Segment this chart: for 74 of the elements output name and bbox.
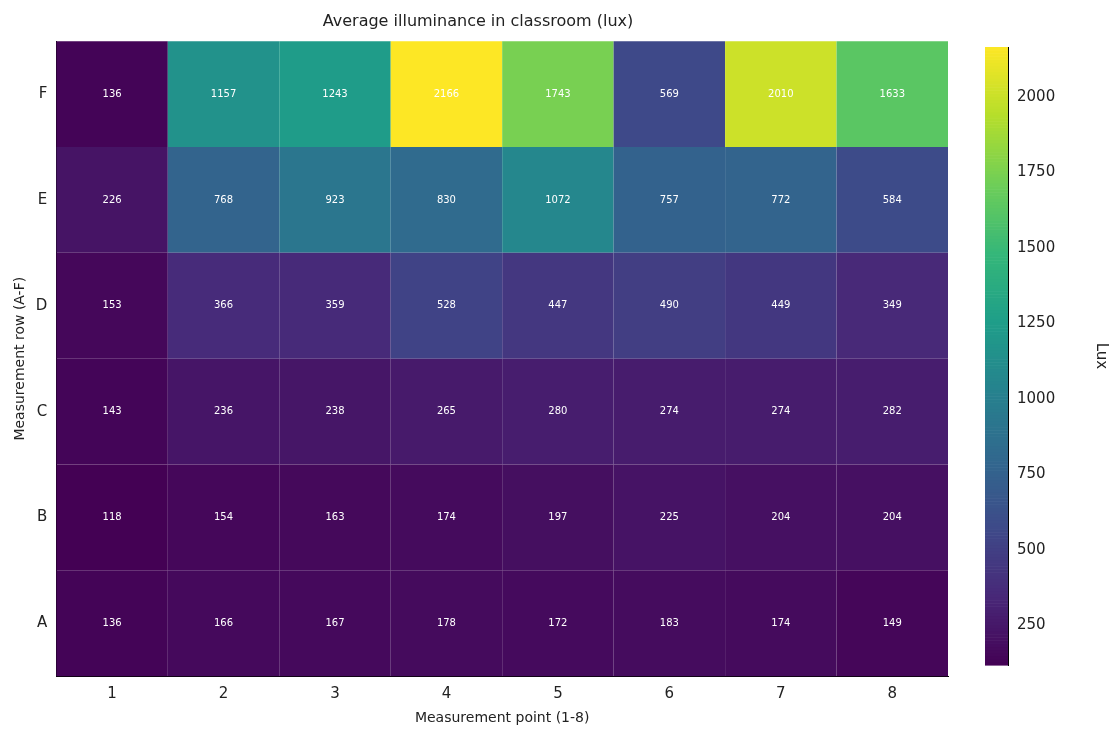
data-label: 178 [436,616,456,628]
data-label: 226 [102,193,122,205]
data-label: 830 [436,193,456,205]
color-bar-label: 2000 [1017,86,1056,105]
x-tick-label: 4 [441,684,452,703]
data-label: 359 [325,299,345,311]
data-label: 282 [882,405,902,417]
data-label: 1072 [545,193,571,205]
data-label: 136 [102,616,122,628]
color-bar-label: 1000 [1017,388,1056,407]
color-bar-label: 1500 [1017,237,1056,256]
data-label: 1157 [210,87,237,99]
data-label: 183 [659,616,679,628]
y-tick-label: D [35,295,48,314]
data-label: 153 [102,299,122,311]
data-label: 154 [213,511,234,523]
data-label: 166 [213,616,234,628]
x-tick-label: 6 [664,684,675,703]
x-tick-label: 1 [107,684,117,703]
y-tick-label: B [37,507,48,526]
data-label: 136 [102,87,122,99]
x-tick-label: 8 [887,684,898,703]
color-bar-title: Lux [1093,342,1112,370]
y-tick-label: F [38,84,48,103]
data-label: 238 [325,405,345,417]
data-label: 280 [548,405,568,417]
data-label: 1633 [879,87,905,99]
data-label: 197 [548,511,568,523]
data-label: 274 [771,405,791,417]
data-label: 163 [325,511,345,523]
data-label: 923 [325,193,345,205]
data-label: 265 [436,405,456,417]
data-label: 118 [102,511,122,523]
data-label: 174 [771,616,791,628]
color-bar-label: 1250 [1017,313,1056,332]
y-tick-label: C [36,401,48,420]
data-label: 449 [771,299,791,311]
color-bar-label: 250 [1017,615,1046,634]
y-tick-label: E [37,189,48,208]
data-label: 2010 [768,87,794,99]
data-label: 768 [213,193,234,205]
data-label: 143 [102,405,122,417]
data-label: 1243 [322,87,348,99]
data-label: 167 [325,616,345,628]
color-bar-label: 1750 [1017,162,1056,181]
data-label: 174 [436,511,456,523]
x-tick-label: 5 [553,684,563,703]
x-tick-label: 7 [776,684,786,703]
data-label: 1743 [545,87,571,99]
data-label: 349 [882,299,902,311]
data-label: 225 [659,511,679,523]
y-tick-label: A [37,613,49,632]
data-label: 757 [659,193,679,205]
data-label: 2166 [433,87,460,99]
x-tick-label: 3 [330,684,340,703]
data-label: 772 [771,193,791,205]
color-bar-label: 750 [1017,464,1046,483]
data-label: 149 [882,616,902,628]
y-axis-title: Measurement row (A-F) [11,276,28,441]
data-label: 274 [659,405,679,417]
data-label: 366 [213,299,234,311]
data-label: 447 [548,299,568,311]
color-bar-label: 500 [1017,539,1046,558]
x-axis-title: Measurement point (1-8) [414,709,590,726]
data-label: 204 [771,511,791,523]
x-tick-label: 2 [218,684,229,703]
data-label: 569 [659,87,679,99]
data-label: 172 [548,616,568,628]
data-label: 204 [882,511,902,523]
data-label: 528 [436,299,456,311]
data-label: 490 [659,299,679,311]
data-label: 236 [213,405,234,417]
chart-title: Average illuminance in classroom (lux) [322,10,634,30]
data-label: 584 [882,193,902,205]
